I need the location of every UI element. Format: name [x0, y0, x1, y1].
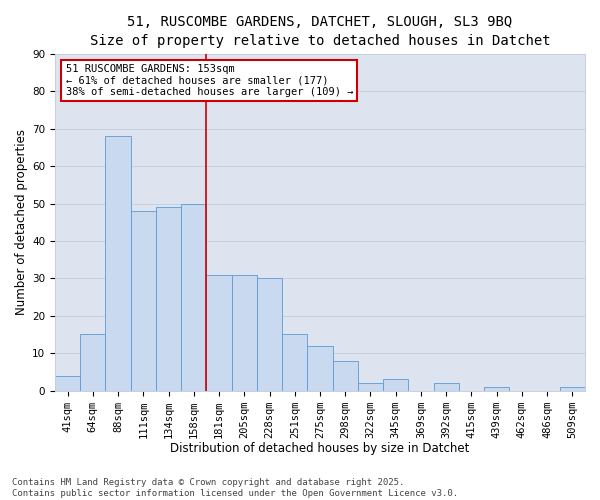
Bar [80, 334, 106, 390]
Bar [55, 376, 80, 390]
Bar [332, 360, 358, 390]
Bar [232, 274, 257, 390]
Text: 51 RUSCOMBE GARDENS: 153sqm
← 61% of detached houses are smaller (177)
38% of se: 51 RUSCOMBE GARDENS: 153sqm ← 61% of det… [65, 64, 353, 97]
Bar [106, 136, 131, 390]
Bar [206, 274, 232, 390]
Bar [358, 383, 383, 390]
Bar [257, 278, 282, 390]
Bar [307, 346, 332, 391]
Bar [156, 208, 181, 390]
Bar [181, 204, 206, 390]
Bar [131, 211, 156, 390]
Bar [484, 387, 509, 390]
Bar [383, 380, 409, 390]
Title: 51, RUSCOMBE GARDENS, DATCHET, SLOUGH, SL3 9BQ
Size of property relative to deta: 51, RUSCOMBE GARDENS, DATCHET, SLOUGH, S… [89, 15, 550, 48]
X-axis label: Distribution of detached houses by size in Datchet: Distribution of detached houses by size … [170, 442, 470, 455]
Y-axis label: Number of detached properties: Number of detached properties [15, 129, 28, 315]
Bar [434, 383, 459, 390]
Bar [560, 387, 585, 390]
Bar [282, 334, 307, 390]
Text: Contains HM Land Registry data © Crown copyright and database right 2025.
Contai: Contains HM Land Registry data © Crown c… [12, 478, 458, 498]
